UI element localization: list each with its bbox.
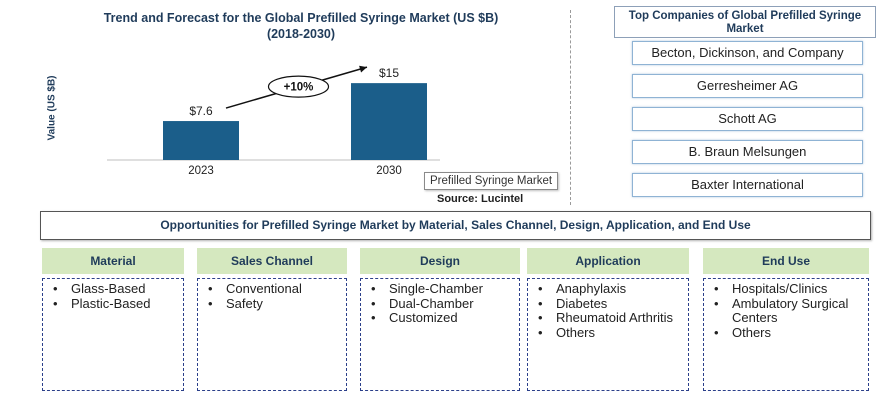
bar [351, 83, 427, 160]
chart-title-main: Trend and Forecast for the Global Prefil… [103, 11, 499, 25]
company-item: Becton, Dickinson, and Company [632, 41, 863, 65]
list-item: Conventional [208, 281, 346, 297]
list-item: Glass-Based [53, 281, 183, 297]
segment-design: Design Single-Chamber Dual-Chamber Custo… [360, 248, 520, 391]
hover-tooltip: Prefilled Syringe Market [424, 172, 559, 190]
company-item: Baxter International [632, 173, 863, 197]
list-item: Customized [371, 310, 519, 326]
chart-panel: Trend and Forecast for the Global Prefil… [0, 0, 578, 205]
segment-list: Anaphylaxis Diabetes Rheumatoid Arthriti… [528, 279, 688, 340]
segment-material: Material Glass-Based Plastic-Based [42, 248, 184, 391]
x-tick-label: 2023 [188, 165, 214, 177]
growth-rate-label: +10% [284, 82, 314, 94]
bar-chart: $7.6 2023 $15 2030 +10% [107, 65, 440, 177]
list-item: Anaphylaxis [538, 281, 688, 297]
data-label: $7.6 [189, 104, 213, 118]
company-item: Gerresheimer AG [632, 74, 863, 98]
company-item: Schott AG [632, 107, 863, 131]
source-note: Source: Lucintel [437, 193, 524, 205]
bar [163, 121, 239, 160]
chart-subtitle: (2018-2030) [266, 27, 336, 41]
segment-header: Material [42, 248, 184, 274]
segment-list-box: Hospitals/Clinics Ambulatory Surgical Ce… [703, 278, 869, 391]
segment-list-box: Single-Chamber Dual-Chamber Customized [360, 278, 520, 391]
list-item: Others [714, 325, 868, 341]
segment-list-box: Conventional Safety [197, 278, 347, 391]
list-item: Single-Chamber [371, 281, 519, 297]
list-item: Others [538, 325, 688, 341]
x-tick-label: 2030 [376, 165, 402, 177]
segment-application: Application Anaphylaxis Diabetes Rheumat… [527, 248, 689, 391]
segment-header: Application [527, 248, 689, 274]
list-item: Plastic-Based [53, 296, 183, 312]
company-item: B. Braun Melsungen [632, 140, 863, 164]
list-item: Ambulatory Surgical Centers [714, 296, 868, 326]
segment-list: Conventional Safety [198, 279, 346, 311]
segment-end-use: End Use Hospitals/Clinics Ambulatory Sur… [703, 248, 869, 391]
list-item: Diabetes [538, 296, 688, 312]
top-companies-header: Top Companies of Global Prefilled Syring… [614, 6, 876, 38]
top-companies-panel: Top Companies of Global Prefilled Syring… [614, 6, 876, 197]
list-item: Safety [208, 296, 346, 312]
opportunities-title: Opportunities for Prefilled Syringe Mark… [40, 211, 871, 240]
segment-header: End Use [703, 248, 869, 274]
data-label: $15 [379, 66, 399, 80]
segment-header: Design [360, 248, 520, 274]
segment-sales-channel: Sales Channel Conventional Safety [197, 248, 347, 391]
list-item: Dual-Chamber [371, 296, 519, 312]
list-item: Hospitals/Clinics [714, 281, 868, 297]
growth-rate-bubble [267, 75, 330, 98]
growth-arrow-head [359, 65, 367, 73]
list-item: Rheumatoid Arthritis [538, 310, 688, 326]
segment-list: Hospitals/Clinics Ambulatory Surgical Ce… [704, 279, 868, 340]
segment-list-box: Glass-Based Plastic-Based [42, 278, 184, 391]
segment-header: Sales Channel [197, 248, 347, 274]
chart-title: Trend and Forecast for the Global Prefil… [46, 10, 556, 42]
segment-list: Single-Chamber Dual-Chamber Customized [361, 279, 519, 326]
segment-list: Glass-Based Plastic-Based [43, 279, 183, 311]
panel-divider [570, 10, 571, 205]
segment-list-box: Anaphylaxis Diabetes Rheumatoid Arthriti… [527, 278, 689, 391]
